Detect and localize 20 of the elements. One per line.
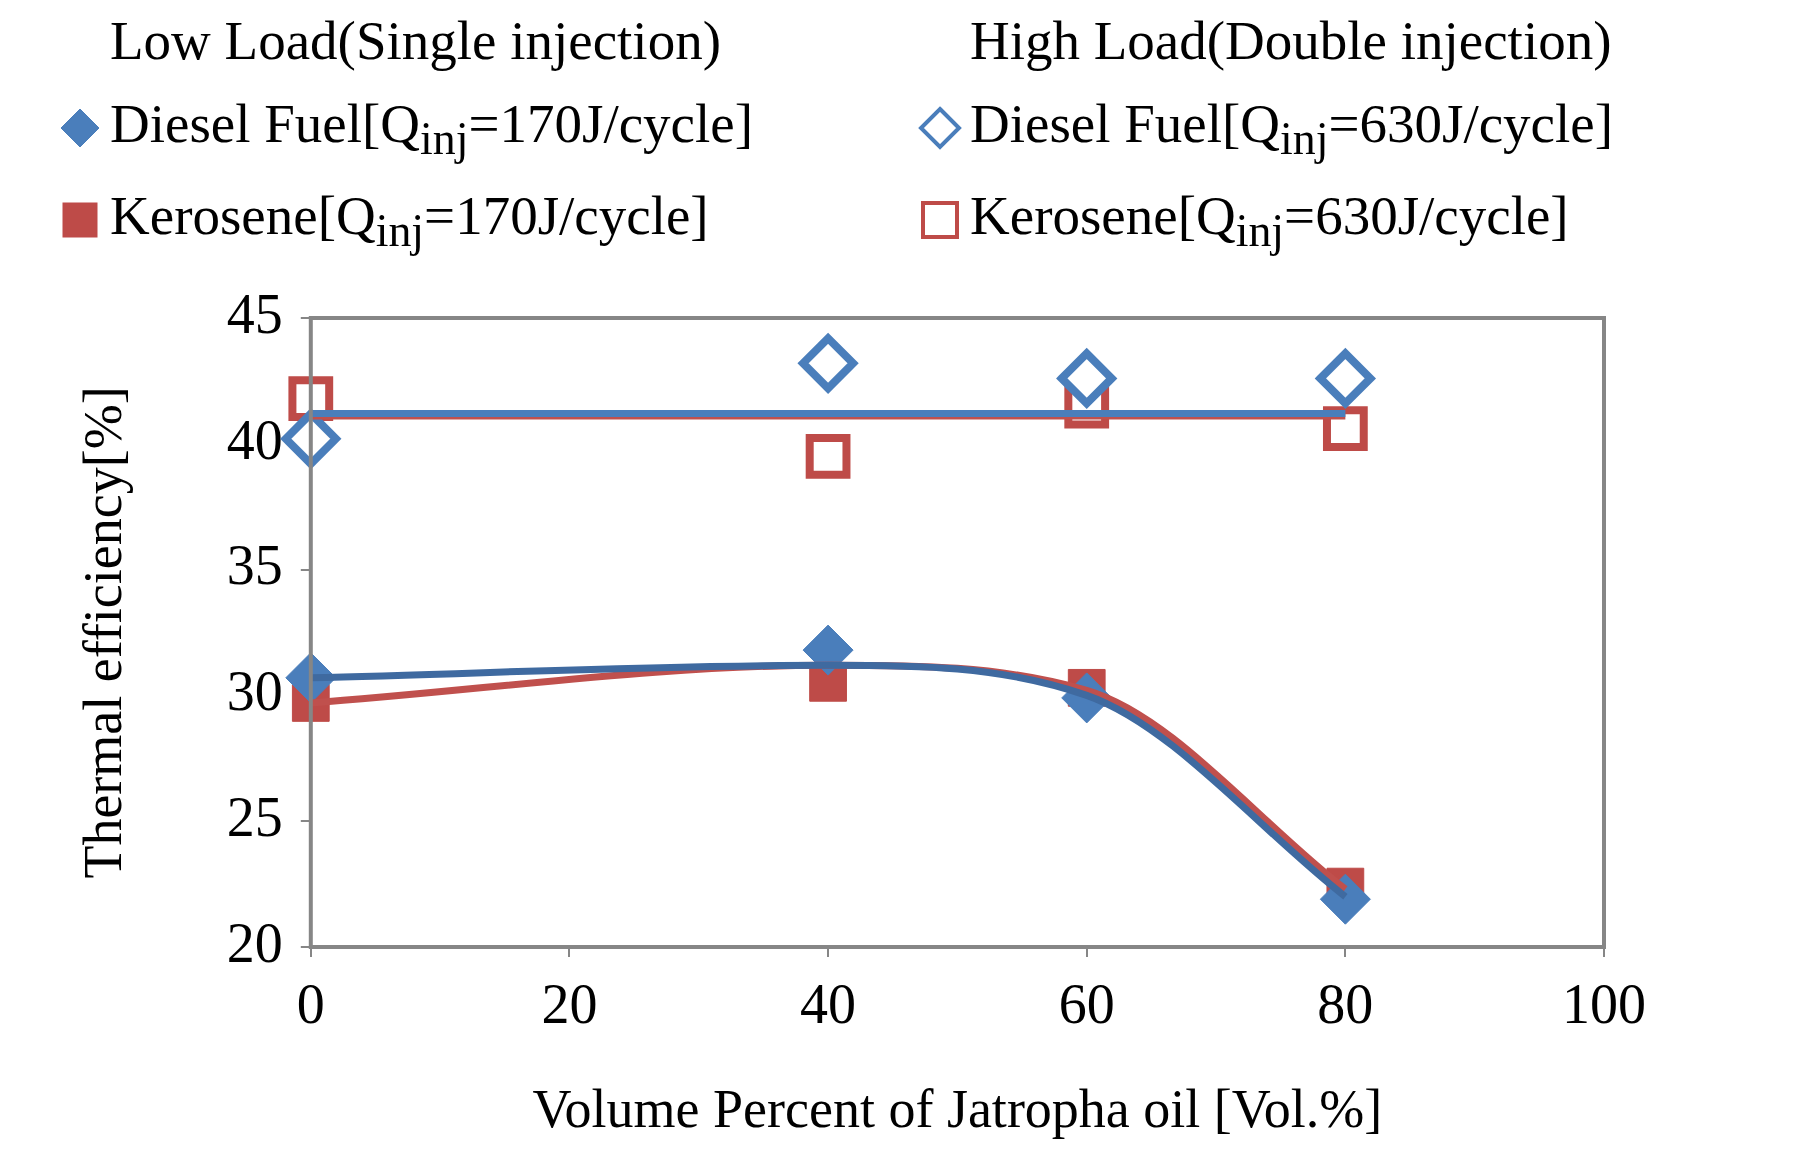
y-tick-label: 30 bbox=[226, 660, 283, 723]
text: High Load(Double injection) bbox=[969, 9, 1613, 73]
y-tick-label: 20 bbox=[226, 911, 283, 974]
x-tick-label: 100 bbox=[1562, 973, 1646, 1036]
x-tick-label: 40 bbox=[800, 973, 857, 1036]
y-axis-title: Thermal efficiency[%] bbox=[72, 386, 133, 879]
legend-label: Kerosene[Q$_{inj}$=170J/cycle] bbox=[110, 183, 709, 257]
x-tick-label: 80 bbox=[1317, 973, 1374, 1036]
legend-label: Diesel Fuel[Q$_{inj}$=630J/cycle] bbox=[970, 91, 1614, 165]
y-tick-label: 35 bbox=[226, 534, 283, 597]
y-tick-label: 40 bbox=[226, 408, 283, 471]
x-tick-label: 0 bbox=[296, 973, 325, 1036]
legend-label: Diesel Fuel[Q$_{inj}$=170J/cycle] bbox=[110, 91, 754, 165]
x-axis-title: Volume Percent of Jatropha oil [Vol.%] bbox=[532, 1078, 1383, 1139]
y-tick-label: 45 bbox=[226, 282, 283, 345]
legend-label: Kerosene[Q$_{inj}$=630J/cycle] bbox=[970, 183, 1569, 257]
x-tick-label: 60 bbox=[1058, 973, 1115, 1036]
text: Low Load(Single injection) bbox=[109, 9, 722, 73]
x-tick-label: 20 bbox=[541, 973, 598, 1036]
y-tick-label: 25 bbox=[226, 785, 283, 848]
